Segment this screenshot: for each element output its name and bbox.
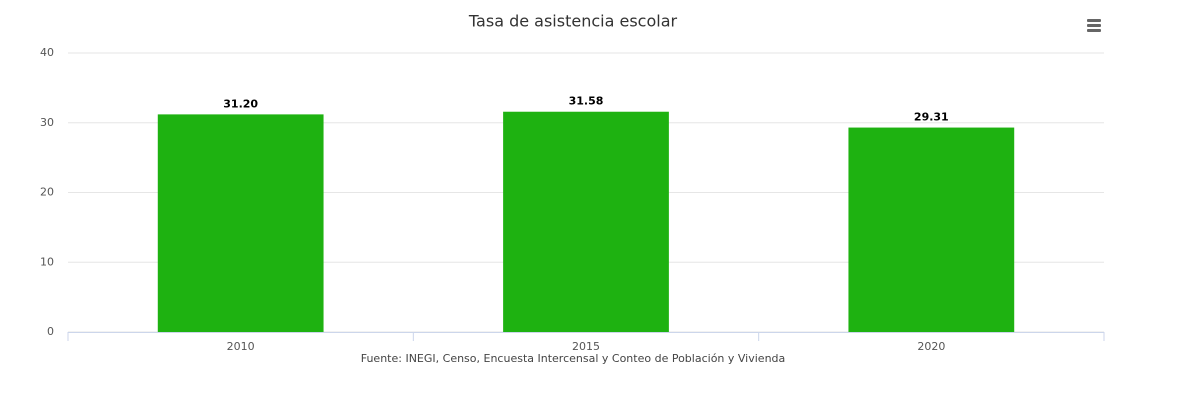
bar — [157, 114, 324, 332]
caption: Fuente: INEGI, Censo, Encuesta Intercens… — [361, 352, 786, 365]
chart-title: Tasa de asistencia escolar — [468, 12, 678, 31]
menu-button[interactable] — [1082, 14, 1106, 36]
menu-line — [1087, 24, 1101, 27]
y-tick-label: 0 — [47, 325, 54, 338]
bar — [503, 111, 669, 333]
value-label: 31.20 — [223, 97, 258, 110]
value-label: 31.58 — [569, 95, 604, 108]
x-tick-label: 2010 — [227, 340, 255, 353]
value-label: 29.31 — [914, 111, 949, 124]
x-tick-label: 2015 — [572, 340, 600, 353]
y-tick-label: 20 — [40, 186, 54, 199]
y-tick-label: 10 — [40, 255, 54, 268]
menu-line — [1087, 19, 1101, 22]
x-tick-label: 2020 — [917, 340, 945, 353]
y-tick-label: 30 — [40, 116, 54, 129]
y-tick-label: 40 — [40, 46, 54, 59]
menu-line — [1087, 29, 1101, 32]
bar — [848, 127, 1015, 333]
